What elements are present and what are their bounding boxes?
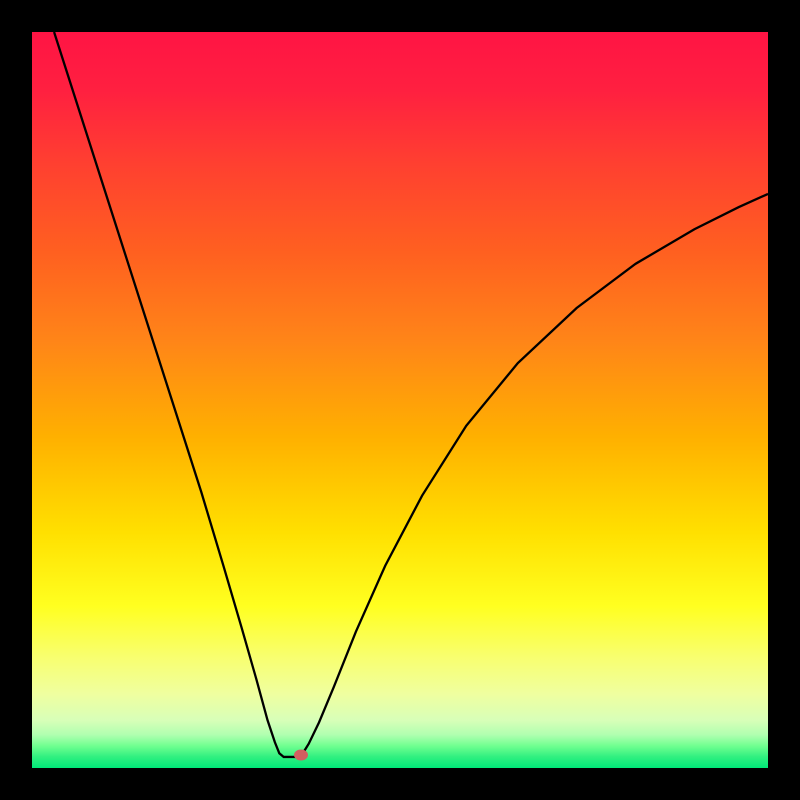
- bottleneck-curve: [54, 32, 768, 757]
- chart-border-right: [768, 0, 800, 800]
- chart-border-bottom: [0, 768, 800, 800]
- optimal-marker: [294, 749, 308, 760]
- chart-border-top: [0, 0, 800, 32]
- plot-area: [32, 32, 768, 768]
- chart-border-left: [0, 0, 32, 800]
- curve-layer: [32, 32, 768, 768]
